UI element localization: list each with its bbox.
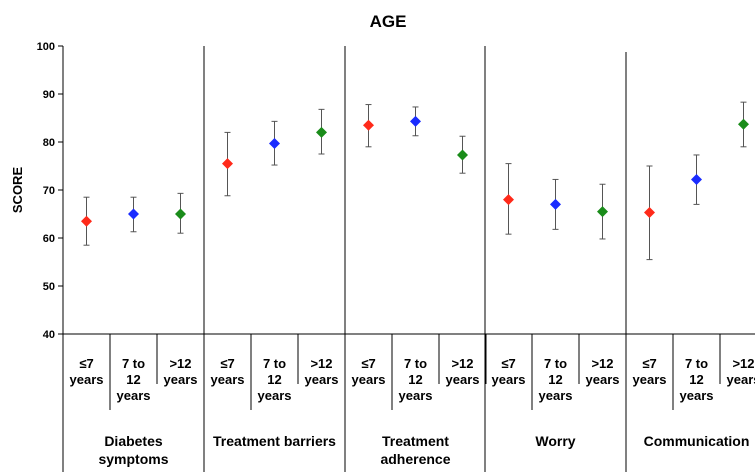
data-markers [81, 115, 749, 227]
data-point-marker [410, 115, 421, 127]
data-point-marker [644, 207, 655, 219]
data-point-marker [175, 208, 186, 220]
x-tick-line: years [446, 372, 480, 387]
x-tick-line: 12 [126, 372, 140, 387]
x-tick-line: years [70, 372, 104, 387]
x-tick-label: ≤7 years [70, 356, 104, 387]
chart-title: AGE [370, 12, 407, 31]
y-tick-label: 50 [43, 281, 55, 293]
group-label-line: Diabetes [104, 433, 163, 449]
group-label: Treatment adherence [380, 433, 450, 467]
x-tick-label: 7 to 12 years [680, 356, 714, 403]
x-tick-line: years [164, 372, 198, 387]
y-axis-ticks: 40 50 60 70 80 90 100 [37, 41, 63, 341]
x-tick-label: 7 to 12 years [117, 356, 151, 403]
x-tick-line: years [539, 388, 573, 403]
group-label-line: Communication [644, 433, 750, 449]
x-tick-line: years [258, 388, 292, 403]
x-tick-label: ≤7 years [492, 356, 526, 387]
y-tick-label: 70 [43, 185, 55, 197]
axes [62, 46, 755, 472]
data-point-marker [81, 215, 92, 227]
x-tick-label: 7 to 12 years [399, 356, 433, 403]
x-tick-label: ≤7 years [352, 356, 386, 387]
group-label: Worry [535, 433, 575, 449]
x-tick-line: years [305, 372, 339, 387]
x-tick-line: years [492, 372, 526, 387]
data-point-marker [457, 149, 468, 161]
data-point-marker [597, 206, 608, 218]
data-point-marker [128, 208, 139, 220]
x-tick-line: ≤7 [79, 356, 93, 371]
x-tick-line: >12 [591, 356, 613, 371]
x-tick-line: years [352, 372, 386, 387]
y-tick-label: 100 [37, 41, 55, 53]
x-tick-line: ≤7 [501, 356, 515, 371]
data-point-marker [550, 198, 561, 210]
group-label-line: adherence [380, 451, 450, 467]
y-tick-label: 80 [43, 137, 55, 149]
data-point-marker [316, 126, 327, 138]
y-tick-label: 40 [43, 329, 55, 341]
x-tick-line: 7 to [685, 356, 708, 371]
x-tick-line: 12 [689, 372, 703, 387]
x-tick-label: 7 to 12 years [539, 356, 573, 403]
x-tick-line: 7 to [404, 356, 427, 371]
x-tick-line: >12 [310, 356, 332, 371]
x-tick-label: ≤7 years [211, 356, 245, 387]
x-tick-line: years [633, 372, 667, 387]
group-label: Treatment barriers [213, 433, 336, 449]
y-tick-label: 90 [43, 89, 55, 101]
data-point-marker [363, 119, 374, 131]
group-label-line: Treatment [382, 433, 449, 449]
data-point-marker [738, 118, 749, 130]
x-tick-line: ≤7 [642, 356, 656, 371]
x-tick-line: >12 [169, 356, 191, 371]
y-axis-label: SCORE [10, 167, 25, 214]
y-tick-label: 60 [43, 233, 55, 245]
x-tick-line: years [680, 388, 714, 403]
x-tick-line: 12 [408, 372, 422, 387]
x-tick-line: years [586, 372, 620, 387]
x-tick-line: >12 [451, 356, 473, 371]
x-tick-line: ≤7 [361, 356, 375, 371]
x-tick-line: >12 [732, 356, 754, 371]
x-tick-label: 7 to 12 years [258, 356, 292, 403]
data-point-marker [691, 173, 702, 185]
x-tick-line: 7 to [544, 356, 567, 371]
x-tick-line: 7 to [122, 356, 145, 371]
group-label-line: symptoms [98, 451, 168, 467]
group-labels: Diabetes symptoms Treatment barriers Treatm… [98, 433, 749, 467]
x-tick-line: 12 [267, 372, 281, 387]
x-tick-line: years [399, 388, 433, 403]
x-tick-line: ≤7 [220, 356, 234, 371]
group-label-line: Worry [535, 433, 575, 449]
group-label: Diabetes symptoms [98, 433, 168, 467]
data-point-marker [503, 194, 514, 206]
x-tick-line: 7 to [263, 356, 286, 371]
data-point-marker [222, 158, 233, 170]
group-dividers [109, 46, 721, 472]
x-tick-line: 12 [548, 372, 562, 387]
x-tick-line: years [211, 372, 245, 387]
x-tick-label: ≤7 years [633, 356, 667, 387]
group-label: Communication [644, 433, 750, 449]
x-tick-line: years [117, 388, 151, 403]
x-tick-line: years [727, 372, 755, 387]
data-point-marker [269, 137, 280, 149]
group-label-line: Treatment barriers [213, 433, 336, 449]
